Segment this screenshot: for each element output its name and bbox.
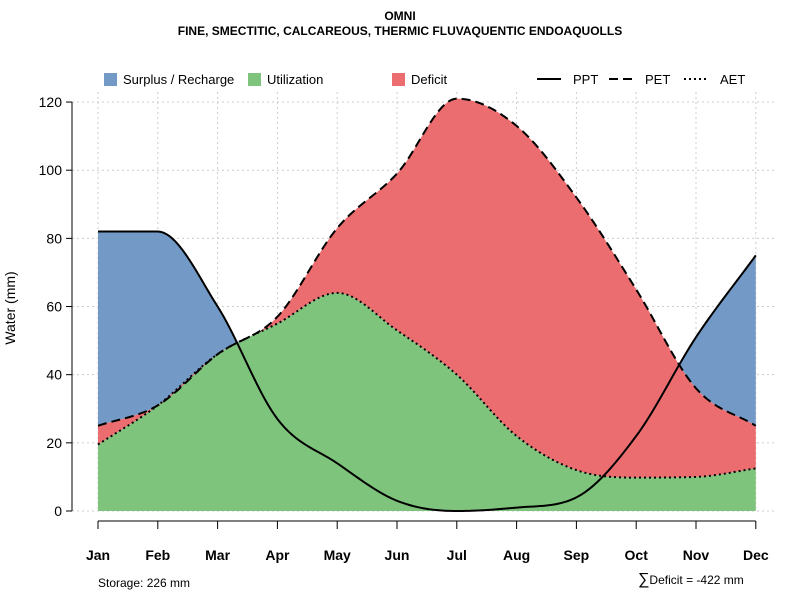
y-tick-label: 40 [46, 367, 62, 383]
surplus-recharge-area [98, 98, 756, 426]
ppt-line [98, 230, 757, 513]
x-tick-label-aug: Aug [503, 547, 530, 563]
y-tick-label: 0 [54, 503, 62, 519]
pet-line [97, 97, 757, 427]
deficit-area [98, 98, 756, 478]
y-tick-label: 20 [46, 435, 62, 451]
x-tick-label-feb: Feb [145, 547, 170, 563]
x-tick-label-jan: Jan [86, 547, 110, 563]
y-tick-label: 120 [39, 94, 63, 110]
surplus-legend-label: Surplus / Recharge [123, 72, 234, 87]
storage-note: Storage: 226 mm [98, 576, 191, 590]
utilization-legend-swatch [248, 73, 261, 86]
x-tick-label-apr: Apr [265, 547, 290, 563]
legend: Surplus / Recharge Utilization Deficit PPT P… [104, 72, 745, 87]
sum-symbol: ∑ [638, 571, 650, 588]
deficit-legend-label: Deficit [411, 72, 448, 87]
utilization-area [98, 292, 756, 511]
x-tick-label-mar: Mar [205, 547, 230, 563]
y-tick-label: 100 [39, 162, 63, 178]
deficit-text: Deficit = -422 mm [649, 573, 744, 587]
aet-legend-label: AET [720, 72, 745, 87]
x-tick-label-jun: Jun [385, 547, 410, 563]
y-tick-label: 80 [46, 230, 62, 246]
chart-subtitle: FINE, SMECTITIC, CALCAREOUS, THERMIC FLU… [177, 24, 623, 38]
x-tick-label-oct: Oct [625, 547, 649, 563]
deficit-legend-swatch [392, 73, 405, 86]
x-tick-label-dec: Dec [743, 547, 769, 563]
y-tick-label: 60 [46, 299, 62, 315]
chart-title: OMNI [384, 9, 416, 23]
x-tick-label-sep: Sep [564, 547, 590, 563]
pet-legend-label: PET [645, 72, 670, 87]
utilization-legend-label: Utilization [267, 72, 323, 87]
x-tick-label-nov: Nov [683, 547, 710, 563]
deficit-note: ∑Deficit = -422 mm [638, 571, 744, 589]
y-axis-label: Water (mm) [2, 271, 18, 344]
x-tick-label-jul: Jul [447, 547, 467, 563]
ppt-legend-label: PPT [573, 72, 598, 87]
surplus-legend-swatch [104, 73, 117, 86]
x-tick-label-may: May [324, 547, 351, 563]
